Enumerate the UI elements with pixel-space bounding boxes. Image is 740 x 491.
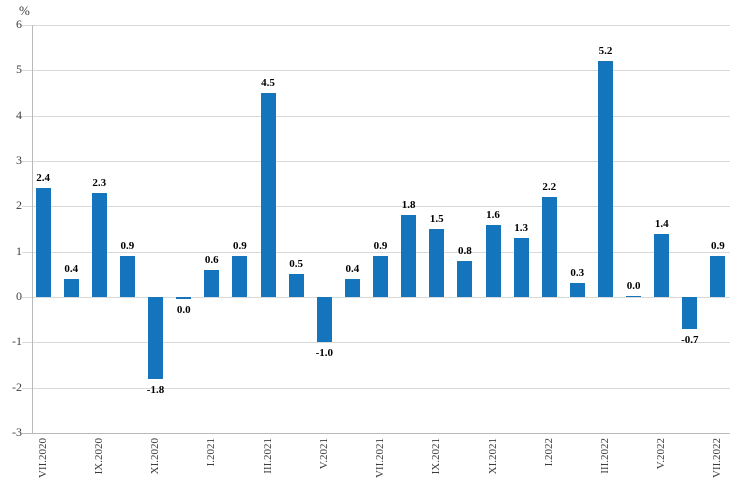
x-axis-label: V.2022 [655,438,668,470]
x-axis-label: V.2021 [317,438,330,470]
bar [232,256,248,297]
bar [710,256,726,297]
bar-value-label: 0.9 [373,240,388,253]
bar [401,215,417,297]
bar-value-label: 1.8 [401,199,416,212]
bar [513,238,529,297]
gridline [22,433,730,434]
y-axis-tick-label: 1 [16,243,22,258]
bar-value-label: 1.5 [429,213,444,225]
x-axis-label: XI.2020 [149,438,161,475]
gridline [22,206,730,208]
bar-value-label: 2.2 [542,181,557,194]
bar-value-label: -0.7 [681,333,699,346]
bar [204,269,220,297]
gridline [22,25,730,26]
y-axis-tick-label: 5 [16,62,22,77]
bar [569,283,585,297]
bar [485,224,501,297]
bar [91,192,107,297]
bar-value-label: 0.0 [176,303,191,316]
bar [598,61,613,297]
bar [457,260,473,297]
bar-value-label: 4.5 [261,77,275,89]
bar [626,295,642,297]
y-axis-tick-label: 4 [16,107,22,122]
x-axis-label: III.2022 [599,438,611,474]
bar-value-label: 2.3 [92,176,107,189]
y-axis-line [32,25,33,434]
gridline [22,387,730,389]
gridline [22,251,730,253]
y-axis-tick-label: 6 [16,17,22,31]
bar-value-label: 0.8 [458,244,472,257]
bar-value-label: 0.3 [570,267,585,280]
bar [119,256,135,297]
bar-value-label: 0.0 [626,279,641,292]
bar [429,229,445,297]
y-axis-tick-label: 3 [16,153,22,167]
bar-value-label: 1.3 [514,222,528,235]
gridline [22,342,730,344]
bar [316,297,332,343]
gridline [22,115,730,117]
y-axis-unit-label: % [19,3,30,18]
x-axis-label: VII.2021 [374,438,386,479]
bar-value-label: 0.4 [64,262,79,275]
bar-value-label: 0.4 [345,262,360,275]
bar-value-label: 5.2 [598,45,613,58]
gridline [22,161,730,162]
bar-value-label: 0.6 [204,253,219,266]
x-axis-label: XI.2021 [486,438,499,475]
bar [148,297,163,379]
bar [35,188,51,297]
bar [260,93,276,297]
bar-value-label: -1.8 [146,383,165,396]
bar [654,233,670,297]
gridline [22,70,730,72]
bar [176,297,192,299]
bar [541,197,557,297]
bar-value-label: 0.9 [233,240,247,253]
bar-value-label: 1.4 [654,217,669,230]
gridline [22,297,730,298]
bar-value-label: 0.5 [289,258,303,271]
y-axis-tick-label: 0 [16,289,22,303]
bar [344,278,360,297]
bar-value-label: 1.6 [486,208,500,221]
bar [288,274,304,297]
bar-value-label: 0.9 [120,240,135,253]
bar [373,256,388,297]
x-axis-label: IX.2020 [92,438,105,475]
x-axis-label: I.2021 [205,438,218,467]
bar-value-label: 2.4 [36,172,50,185]
x-axis-label: VII.2020 [36,438,49,479]
x-axis-label: I.2022 [542,438,555,467]
x-axis-label: III.2021 [261,438,274,474]
y-axis-tick-label: -1 [12,334,22,349]
y-axis-tick-label: -3 [12,425,22,439]
y-axis-tick-label: 2 [16,198,22,213]
bar-value-label: -1.0 [315,347,333,360]
bar-value-label: 0.9 [711,240,725,253]
x-axis-label: VII.2022 [711,438,724,479]
bar [682,297,698,329]
bar [63,278,79,297]
y-axis-tick-label: -2 [12,379,22,394]
x-axis-label: IX.2021 [430,438,443,475]
